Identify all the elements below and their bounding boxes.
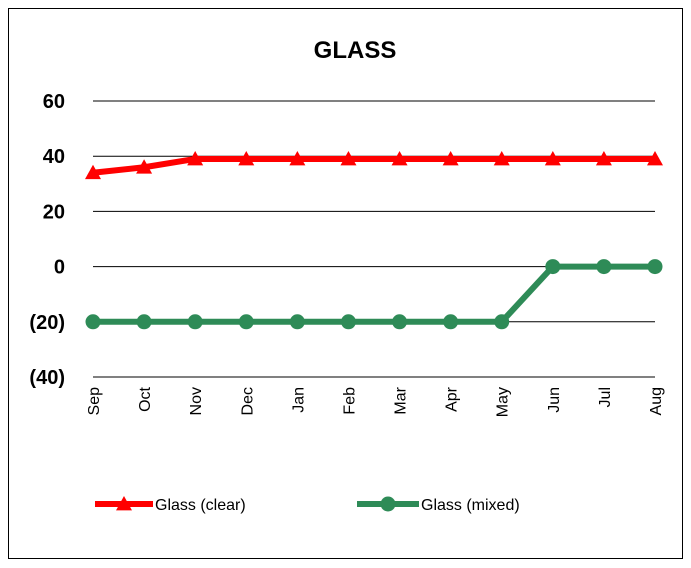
- x-tick-label: Dec: [239, 387, 256, 415]
- legend-marker: [380, 496, 396, 512]
- data-point: [544, 150, 561, 166]
- data-point: [85, 164, 101, 180]
- gridlines: [93, 100, 655, 378]
- data-point: [595, 150, 612, 166]
- data-point: [187, 150, 204, 166]
- series-line: [90, 155, 658, 176]
- legend-marker: [116, 496, 132, 511]
- data-point: [647, 259, 663, 275]
- x-tick-label: Feb: [341, 387, 358, 415]
- legend-label: Glass (mixed): [421, 497, 520, 514]
- data-point: [596, 259, 612, 275]
- data-point: [392, 314, 408, 330]
- x-tick-label: Jul: [597, 387, 614, 407]
- y-tick-label: 20: [43, 201, 65, 223]
- data-point: [238, 314, 254, 330]
- chart-title: GLASS: [314, 37, 397, 64]
- series-line: [90, 263, 658, 325]
- x-tick-label: Jun: [546, 387, 563, 413]
- data-point: [289, 314, 305, 330]
- x-tick-label: Aug: [648, 387, 665, 415]
- legend-label: Glass (clear): [155, 497, 246, 514]
- x-tick-label: Apr: [444, 386, 461, 412]
- y-tick-label: (40): [29, 367, 65, 389]
- data-point: [136, 314, 152, 330]
- data-point: [494, 314, 510, 330]
- data-point: [545, 259, 561, 275]
- chart-frame: GLASS 60 40 20 0 (20) (40) Sep Oct Nov Dec Jan Feb…: [8, 8, 683, 559]
- x-tick-label: Jan: [290, 387, 307, 413]
- data-point: [443, 314, 459, 330]
- x-axis-tick-labels: Sep Oct Nov Dec Jan Feb Mar Apr May Jun Jul Aug: [86, 386, 665, 417]
- y-tick-label: 60: [43, 91, 65, 113]
- data-point: [187, 314, 203, 330]
- data-point: [136, 159, 153, 174]
- data-point: [340, 314, 356, 330]
- y-axis-tick-labels: 60 40 20 0 (20) (40): [29, 91, 65, 389]
- data-point: [289, 150, 306, 166]
- x-tick-label: Mar: [393, 386, 410, 414]
- data-point: [85, 314, 101, 330]
- data-point: [391, 150, 408, 166]
- y-tick-label: 40: [43, 146, 65, 168]
- data-point: [442, 150, 459, 166]
- x-tick-label: Nov: [188, 387, 205, 415]
- x-tick-label: Sep: [86, 387, 103, 416]
- x-tick-label: Oct: [137, 386, 154, 411]
- y-tick-label: (20): [29, 312, 65, 334]
- data-point: [647, 150, 663, 166]
- y-tick-label: 0: [54, 257, 65, 279]
- data-point: [340, 150, 357, 166]
- legend: Glass (clear) Glass (mixed): [95, 496, 520, 514]
- data-point: [493, 150, 510, 166]
- x-tick-label: May: [495, 387, 512, 417]
- series-lines: [85, 150, 663, 330]
- data-point: [238, 150, 255, 166]
